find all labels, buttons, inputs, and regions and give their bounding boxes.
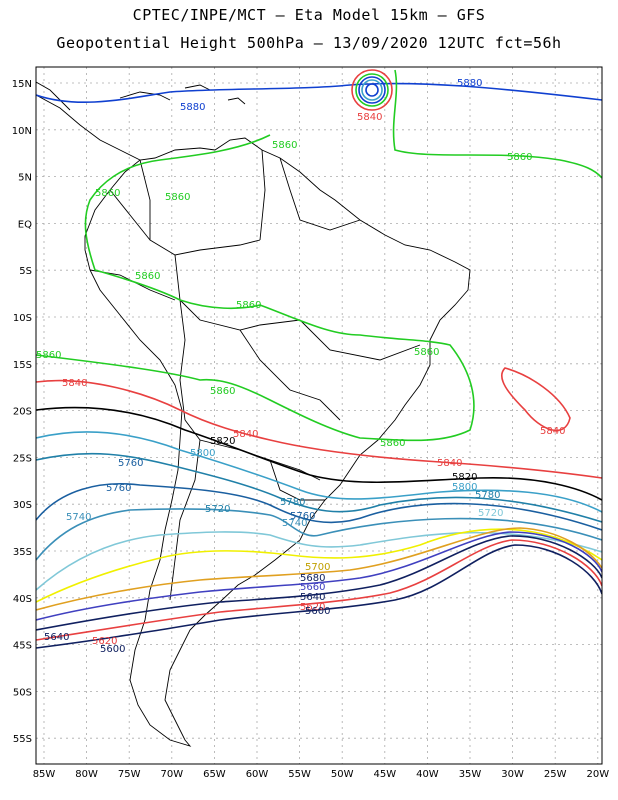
contour-high-ring-3 [358, 76, 386, 104]
longitude-label: 25W [544, 769, 567, 780]
label-5860: 5860 [165, 192, 190, 203]
latitude-label: 30S [13, 500, 32, 511]
contour-5800 [36, 431, 602, 513]
longitude-label: 60W [246, 769, 269, 780]
label-5860: 5860 [36, 350, 61, 361]
label-5740: 5740 [282, 518, 307, 529]
latitude-label: 15S [13, 360, 32, 371]
contour-value-labels: 5880 5880 5840 5860 5860 5860 5860 5860 … [36, 78, 565, 655]
longitude-label: 70W [160, 769, 183, 780]
label-5860: 5860 [210, 386, 235, 397]
contour-5740 [36, 508, 602, 561]
latitude-label: 45S [13, 641, 32, 652]
label-5880: 5880 [180, 102, 205, 113]
label-5620: 5620 [92, 636, 117, 647]
longitude-label: 55W [288, 769, 311, 780]
latitude-label: 5N [18, 173, 32, 184]
label-5720: 5720 [205, 504, 230, 515]
label-5880: 5880 [457, 78, 482, 89]
contour-5840-main [36, 379, 602, 479]
latitude-label: 40S [13, 594, 32, 605]
map-frame [35, 66, 603, 765]
label-5740: 5740 [66, 512, 91, 523]
longitude-label: 20W [586, 769, 609, 780]
label-5640: 5640 [44, 632, 69, 643]
label-5860: 5860 [95, 188, 120, 199]
label-5760: 5760 [118, 458, 143, 469]
contour-5760 [36, 482, 602, 531]
label-5680: 5680 [300, 573, 325, 584]
label-5860: 5860 [380, 438, 405, 449]
label-5640: 5640 [300, 592, 325, 603]
label-5840: 5840 [62, 378, 87, 389]
latitude-label: EQ [18, 219, 32, 230]
contour-5660 [36, 531, 602, 621]
contour-high-ring-5 [365, 83, 379, 97]
longitude-label: 85W [33, 769, 56, 780]
contour-5600 [36, 544, 602, 649]
longitude-label: 30W [501, 769, 524, 780]
longitude-label: 80W [75, 769, 98, 780]
longitude-label: 65W [203, 769, 226, 780]
longitude-label: 45W [373, 769, 396, 780]
label-5860: 5860 [272, 140, 297, 151]
contour-5700 [36, 528, 602, 603]
label-5620: 5620 [300, 602, 325, 613]
contour-high-ring-4 [361, 79, 383, 101]
label-5760: 5760 [290, 511, 315, 522]
graticule [36, 67, 602, 764]
contour-5820 [36, 406, 602, 501]
latitude-label: 55S [13, 734, 32, 745]
longitude-label: 75W [118, 769, 141, 780]
label-5820: 5820 [452, 472, 477, 483]
label-5800: 5800 [452, 482, 477, 493]
contour-5880-north [36, 82, 602, 104]
latitude-label: 10N [12, 126, 32, 137]
contour-5640 [36, 535, 602, 631]
latitude-label: 50S [13, 687, 32, 698]
label-5700: 5700 [305, 562, 330, 573]
label-5840: 5840 [437, 458, 462, 469]
latitude-label: 20S [13, 407, 32, 418]
latitude-labels: 15N 10N 5N EQ 5S 10S 15S 20S 25S 30S 35S 40S 45S 50S 5… [12, 79, 32, 745]
latitude-label: 10S [13, 313, 32, 324]
latitude-label: 5S [19, 266, 32, 277]
label-5840: 5840 [357, 112, 382, 123]
label-5840: 5840 [233, 429, 258, 440]
label-5600: 5600 [305, 606, 330, 617]
label-5780: 5780 [280, 497, 305, 508]
title-line-1: CPTEC/INPE/MCT – Eta Model 15km – GFS [132, 6, 486, 24]
longitude-label: 35W [459, 769, 482, 780]
latitude-label: 25S [13, 453, 32, 464]
label-5720: 5720 [478, 508, 503, 519]
contour-5860-west [36, 134, 475, 442]
label-5660: 5660 [300, 582, 325, 593]
contour-5780 [36, 452, 602, 523]
label-5860: 5860 [507, 152, 532, 163]
label-5800: 5800 [190, 448, 215, 459]
label-5860: 5860 [135, 271, 160, 282]
contour-5620 [36, 539, 602, 641]
contour-5680 [36, 527, 602, 611]
latitude-label: 15N [12, 79, 32, 90]
contour-high-ring-2 [355, 73, 389, 107]
longitude-labels: 85W 80W 75W 70W 65W 60W 55W 50W 45W 40W 35W 30W 25W 2… [33, 769, 610, 780]
label-5600: 5600 [100, 644, 125, 655]
label-5860: 5860 [236, 300, 261, 311]
latitude-label: 35S [13, 547, 32, 558]
contour-5860-north [392, 69, 602, 179]
label-5780: 5780 [475, 490, 500, 501]
title-line-2: Geopotential Height 500hPa – 13/09/2020 … [56, 34, 562, 52]
label-5840: 5840 [540, 426, 565, 437]
label-5820: 5820 [210, 436, 235, 447]
label-5760: 5760 [106, 483, 131, 494]
contour-high-ring-1 [351, 69, 393, 111]
label-5860: 5860 [414, 347, 439, 358]
longitude-label: 50W [331, 769, 354, 780]
contour-5840-east [501, 367, 571, 432]
longitude-label: 40W [416, 769, 439, 780]
